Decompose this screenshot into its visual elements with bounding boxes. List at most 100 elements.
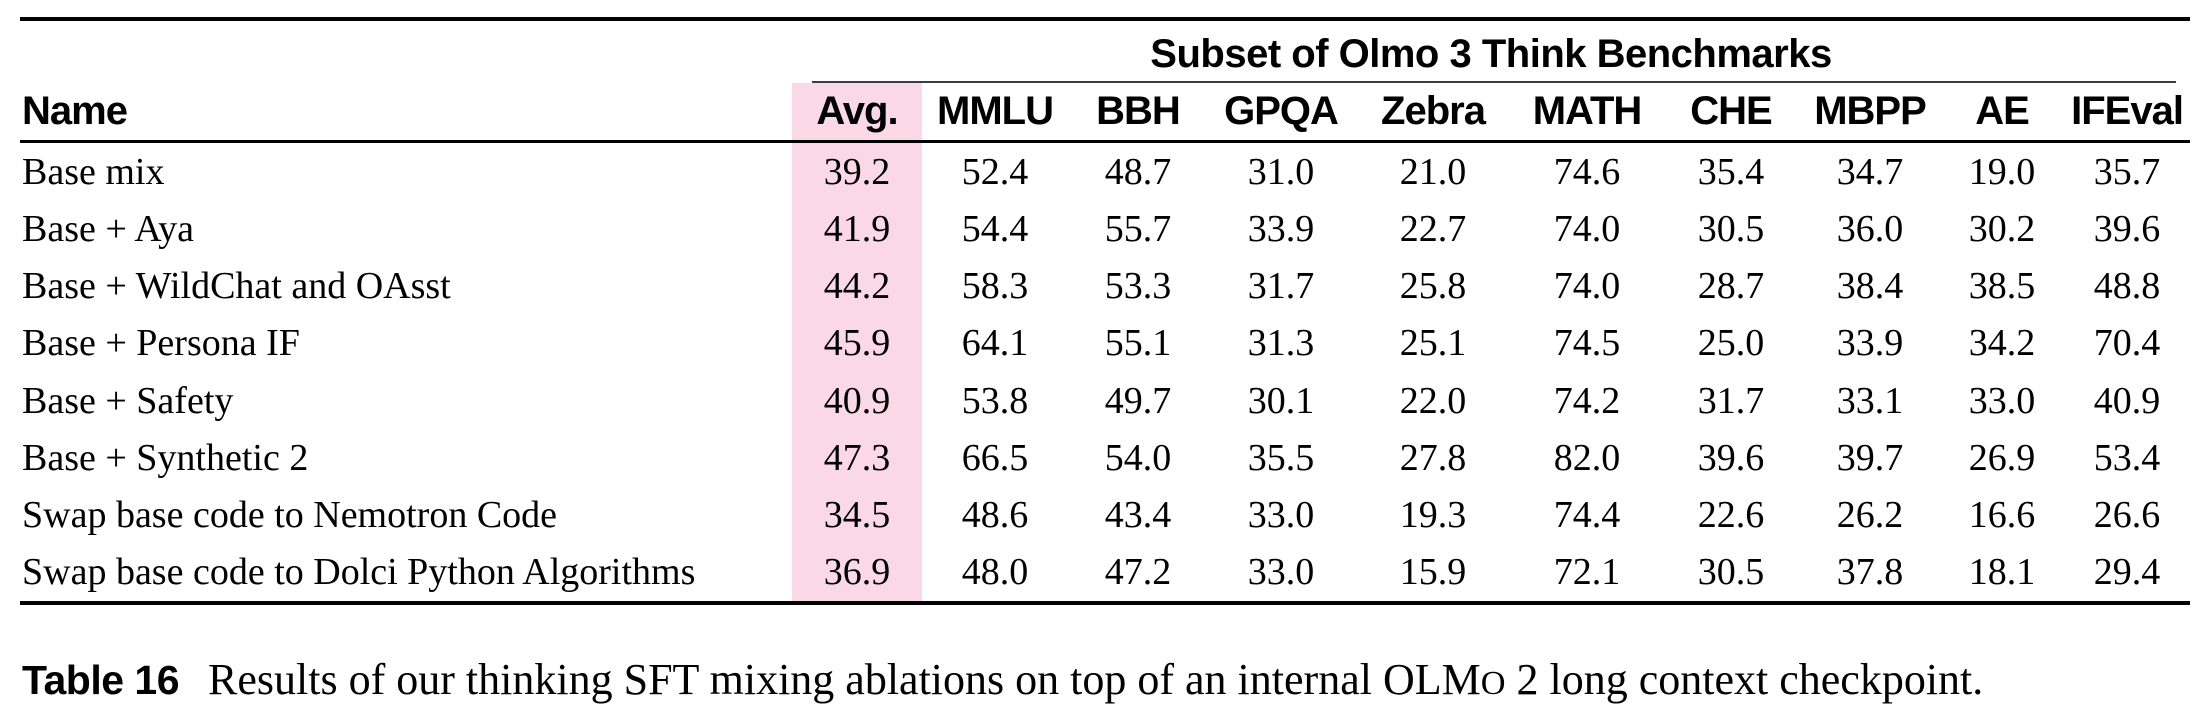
group-header-cell: Subset of Olmo 3 Think Benchmarks bbox=[792, 19, 2190, 83]
column-header-zebra: Zebra bbox=[1354, 83, 1512, 143]
value-cell: 27.8 bbox=[1399, 436, 1467, 479]
value-cell: 16.6 bbox=[1968, 494, 2036, 537]
column-header-row: Name Avg. MMLU BBH GPQA Zebra MATH CHE M… bbox=[20, 83, 2191, 143]
value-cell: 48.6 bbox=[961, 494, 1029, 537]
caption-label: Table 16 bbox=[22, 657, 180, 703]
column-header-ae: AE bbox=[1940, 83, 2064, 143]
value-cell: 82.0 bbox=[1553, 436, 1621, 479]
value-cell: 33.9 bbox=[1247, 207, 1315, 250]
value-cell: 74.2 bbox=[1553, 379, 1621, 422]
row-name: Base + WildChat and OAsst bbox=[22, 265, 451, 308]
value-cell: 21.0 bbox=[1399, 150, 1467, 193]
value-cell: 18.1 bbox=[1968, 551, 2036, 594]
value-cell: 55.1 bbox=[1104, 322, 1172, 365]
value-cell: 52.4 bbox=[961, 150, 1029, 193]
value-cell: 38.4 bbox=[1836, 265, 1904, 308]
value-cell: 41.9 bbox=[792, 200, 922, 258]
value-cell: 26.9 bbox=[1968, 436, 2036, 479]
value-cell: 66.5 bbox=[961, 436, 1029, 479]
row-name: Base + Synthetic 2 bbox=[22, 436, 309, 479]
value-cell: 33.0 bbox=[1247, 551, 1315, 594]
value-cell: 55.7 bbox=[1104, 207, 1172, 250]
value-cell: 48.7 bbox=[1104, 150, 1172, 193]
value-cell: 64.1 bbox=[961, 322, 1029, 365]
group-header-row: Subset of Olmo 3 Think Benchmarks bbox=[20, 19, 2190, 83]
value-cell: 19.3 bbox=[1399, 494, 1467, 537]
value-cell: 22.7 bbox=[1399, 207, 1467, 250]
row-name: Base + Safety bbox=[22, 379, 234, 422]
table-row: Base + Safety 40.9 53.8 49.7 30.1 22.0 7… bbox=[20, 372, 2190, 430]
value-cell: 53.4 bbox=[2093, 436, 2161, 479]
value-cell: 48.8 bbox=[2093, 265, 2161, 308]
value-cell: 26.6 bbox=[2093, 494, 2161, 537]
value-cell: 74.4 bbox=[1553, 494, 1621, 537]
value-cell: 44.2 bbox=[792, 257, 922, 315]
row-name: Swap base code to Nemotron Code bbox=[22, 494, 558, 537]
table-row: Swap base code to Dolci Python Algorithm… bbox=[20, 543, 2190, 603]
table-row: Swap base code to Nemotron Code 34.5 48.… bbox=[20, 486, 2190, 544]
column-header-mbpp: MBPP bbox=[1800, 83, 1940, 143]
column-header-math: MATH bbox=[1512, 83, 1662, 143]
value-cell: 47.3 bbox=[792, 429, 922, 487]
caption-text-before: Results of our thinking SFT mixing ablat… bbox=[208, 655, 1372, 704]
value-cell: 35.7 bbox=[2093, 150, 2161, 193]
row-name: Base + Aya bbox=[22, 207, 195, 250]
value-cell: 34.5 bbox=[792, 486, 922, 544]
value-cell: 30.2 bbox=[1968, 207, 2036, 250]
value-cell: 58.3 bbox=[961, 265, 1029, 308]
column-header-bbh: BBH bbox=[1068, 83, 1208, 143]
column-header-mmlu: MMLU bbox=[922, 83, 1068, 143]
value-cell: 45.9 bbox=[792, 314, 922, 372]
value-cell: 70.4 bbox=[2093, 322, 2161, 365]
row-name: Base + Persona IF bbox=[22, 322, 300, 365]
table-body: Base mix 39.2 52.4 48.7 31.0 21.0 74.6 3… bbox=[20, 141, 2190, 603]
benchmark-table: Subset of Olmo 3 Think Benchmarks Name A… bbox=[20, 17, 2191, 605]
value-cell: 31.3 bbox=[1247, 322, 1315, 365]
value-cell: 74.5 bbox=[1553, 322, 1621, 365]
value-cell: 34.2 bbox=[1968, 322, 2036, 365]
value-cell: 74.0 bbox=[1553, 265, 1621, 308]
value-cell: 40.9 bbox=[2093, 379, 2161, 422]
value-cell: 33.0 bbox=[1968, 379, 2036, 422]
caption-text: Results of our thinking SFT mixing ablat… bbox=[208, 655, 1983, 704]
value-cell: 72.1 bbox=[1553, 551, 1621, 594]
value-cell: 25.0 bbox=[1697, 322, 1765, 365]
caption-text-after: 2 long context checkpoint. bbox=[1516, 655, 1984, 704]
value-cell: 30.5 bbox=[1697, 207, 1765, 250]
value-cell: 34.7 bbox=[1836, 150, 1904, 193]
value-cell: 33.0 bbox=[1247, 494, 1315, 537]
value-cell: 53.8 bbox=[961, 379, 1029, 422]
olmo-wordmark: OLMO bbox=[1382, 655, 1506, 704]
value-cell: 74.6 bbox=[1553, 150, 1621, 193]
table-row: Base + Aya 41.9 54.4 55.7 33.9 22.7 74.0… bbox=[20, 200, 2190, 258]
value-cell: 39.6 bbox=[2093, 207, 2161, 250]
column-header-gpqa: GPQA bbox=[1208, 83, 1354, 143]
value-cell: 38.5 bbox=[1968, 265, 2036, 308]
value-cell: 33.1 bbox=[1836, 379, 1904, 422]
value-cell: 30.5 bbox=[1697, 551, 1765, 594]
value-cell: 22.0 bbox=[1399, 379, 1467, 422]
table-row: Base mix 39.2 52.4 48.7 31.0 21.0 74.6 3… bbox=[20, 141, 2190, 201]
column-header-ifeval: IFEval bbox=[2064, 83, 2191, 143]
value-cell: 37.8 bbox=[1836, 551, 1904, 594]
value-cell: 54.4 bbox=[961, 207, 1029, 250]
group-header-label: Subset of Olmo 3 Think Benchmarks bbox=[1150, 32, 1832, 76]
value-cell: 47.2 bbox=[1104, 551, 1172, 594]
value-cell: 29.4 bbox=[2093, 551, 2161, 594]
value-cell: 39.2 bbox=[792, 141, 922, 201]
table-row: Base + Persona IF 45.9 64.1 55.1 31.3 25… bbox=[20, 314, 2190, 372]
value-cell: 54.0 bbox=[1104, 436, 1172, 479]
value-cell: 31.7 bbox=[1247, 265, 1315, 308]
value-cell: 43.4 bbox=[1104, 494, 1172, 537]
value-cell: 74.0 bbox=[1553, 207, 1621, 250]
value-cell: 35.5 bbox=[1247, 436, 1315, 479]
column-header-che: CHE bbox=[1662, 83, 1800, 143]
value-cell: 49.7 bbox=[1104, 379, 1172, 422]
value-cell: 36.9 bbox=[792, 543, 922, 603]
value-cell: 39.6 bbox=[1697, 436, 1765, 479]
table-figure: Subset of Olmo 3 Think Benchmarks Name A… bbox=[0, 17, 2208, 719]
table-caption: Table 16 Results of our thinking SFT mix… bbox=[22, 655, 2208, 704]
value-cell: 39.7 bbox=[1836, 436, 1904, 479]
value-cell: 22.6 bbox=[1697, 494, 1765, 537]
value-cell: 25.8 bbox=[1399, 265, 1467, 308]
